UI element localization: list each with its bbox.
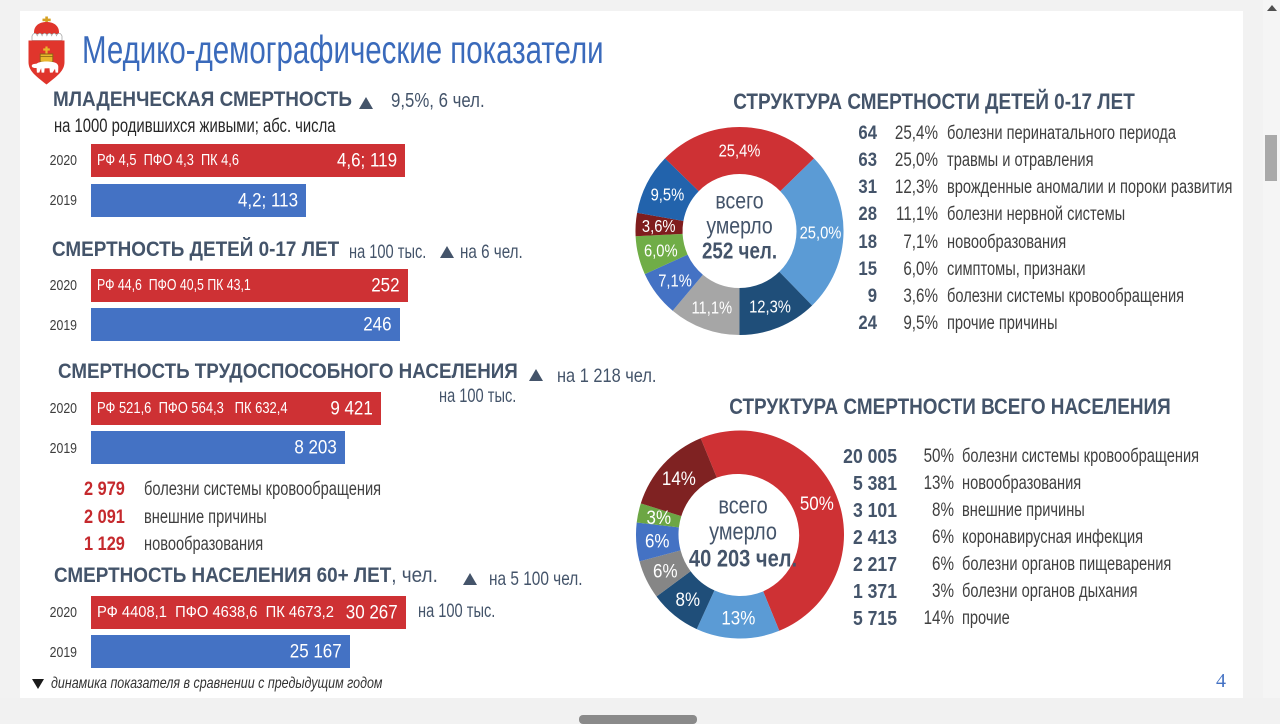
svg-text:12,3%: 12,3%	[749, 297, 791, 317]
svg-text:25,0%: 25,0%	[800, 223, 842, 243]
svg-text:умерло: умерло	[709, 518, 777, 545]
svg-text:9,5%: 9,5%	[651, 185, 685, 205]
svg-text:252 чел.: 252 чел.	[702, 238, 777, 265]
svg-text:6%: 6%	[653, 559, 678, 581]
svg-text:3,6%: 3,6%	[642, 217, 676, 237]
svg-text:3%: 3%	[647, 506, 672, 528]
svg-text:40 203 чел.: 40 203 чел.	[689, 545, 797, 572]
svg-text:6,0%: 6,0%	[644, 241, 678, 261]
svg-text:25,4%: 25,4%	[719, 141, 761, 161]
svg-text:всего: всего	[718, 492, 767, 519]
svg-text:8%: 8%	[676, 588, 701, 610]
svg-text:умерло: умерло	[706, 212, 772, 239]
svg-text:50%: 50%	[800, 492, 834, 514]
svg-text:7,1%: 7,1%	[658, 271, 692, 291]
svg-text:всего: всего	[715, 187, 763, 214]
svg-text:11,1%: 11,1%	[691, 298, 732, 318]
svg-text:6%: 6%	[645, 529, 670, 551]
svg-text:13%: 13%	[721, 606, 755, 628]
svg-text:14%: 14%	[662, 467, 696, 489]
